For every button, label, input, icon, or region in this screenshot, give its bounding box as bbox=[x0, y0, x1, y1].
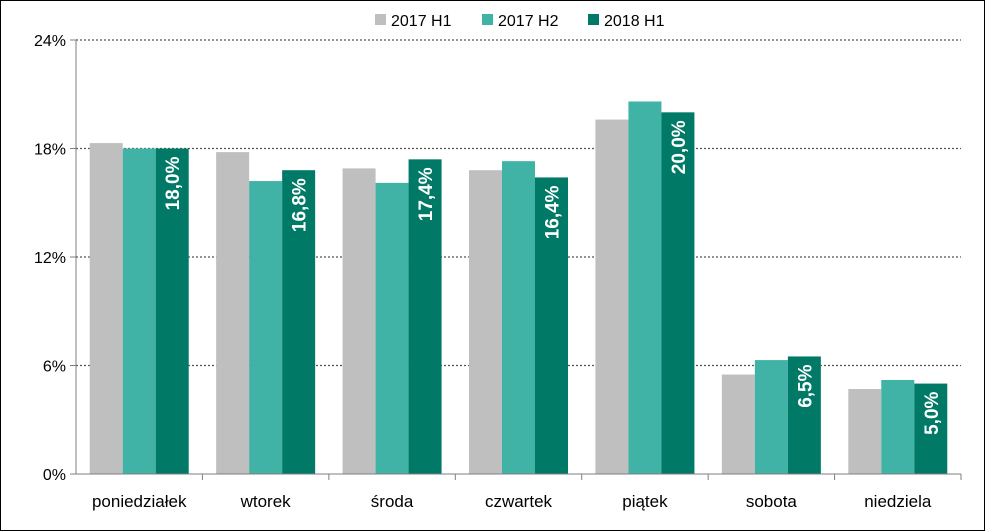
bar bbox=[754, 360, 788, 474]
category-label: niedziela bbox=[864, 492, 932, 511]
bar bbox=[628, 101, 662, 474]
y-tick-label: 0% bbox=[43, 467, 66, 484]
axes bbox=[75, 40, 962, 480]
bar bbox=[375, 182, 409, 474]
category-label: środa bbox=[371, 492, 414, 511]
bar bbox=[282, 170, 316, 474]
category-label: sobota bbox=[746, 492, 798, 511]
bar bbox=[721, 374, 755, 474]
bar bbox=[502, 161, 535, 475]
data-label: 17,4% bbox=[416, 167, 437, 221]
data-labels: 18,0% 16,8% 17,4% 16,4% 20,0% 6,5% 5,0% bbox=[163, 120, 943, 435]
legend: 2017 H1 2017 H2 2018 H1 bbox=[375, 13, 665, 30]
bar bbox=[595, 119, 629, 475]
legend-label: 2017 H2 bbox=[498, 13, 559, 30]
bar bbox=[249, 181, 283, 475]
category-label: poniedziałek bbox=[92, 492, 187, 511]
bar bbox=[787, 356, 821, 474]
data-label: 18,0% bbox=[163, 156, 184, 210]
y-tick-label: 12% bbox=[34, 250, 66, 267]
x-axis-categories: poniedziałek wtorek środa czwartek piątek sob… bbox=[92, 492, 932, 511]
data-label: 20,0% bbox=[669, 120, 690, 174]
category-label: wtorek bbox=[240, 492, 292, 511]
bar bbox=[122, 148, 156, 474]
bar bbox=[408, 159, 442, 474]
bar bbox=[89, 143, 123, 474]
legend-label: 2018 H1 bbox=[604, 13, 665, 30]
category-label: czwartek bbox=[485, 492, 553, 511]
bar bbox=[342, 168, 376, 474]
bar bbox=[848, 389, 882, 474]
y-tick-label: 18% bbox=[34, 142, 66, 159]
bar bbox=[469, 170, 502, 474]
bar bbox=[155, 148, 189, 474]
y-axis-ticks: 0% 6% 12% 18% 24% bbox=[34, 33, 76, 484]
data-label: 16,8% bbox=[290, 178, 311, 232]
data-label: 6,5% bbox=[795, 364, 816, 407]
bar bbox=[216, 152, 250, 474]
bars bbox=[89, 101, 948, 475]
data-label: 16,4% bbox=[543, 185, 564, 239]
bar bbox=[881, 379, 915, 474]
bar bbox=[661, 112, 695, 474]
legend-swatch bbox=[482, 14, 493, 25]
y-tick-label: 24% bbox=[34, 33, 66, 50]
bar bbox=[914, 383, 948, 474]
legend-swatch bbox=[588, 14, 599, 25]
bar bbox=[535, 177, 568, 474]
legend-label: 2017 H1 bbox=[391, 13, 452, 30]
legend-swatch bbox=[375, 14, 386, 25]
category-label: piątek bbox=[622, 492, 668, 511]
data-label: 5,0% bbox=[922, 391, 943, 434]
y-tick-label: 6% bbox=[43, 359, 66, 376]
